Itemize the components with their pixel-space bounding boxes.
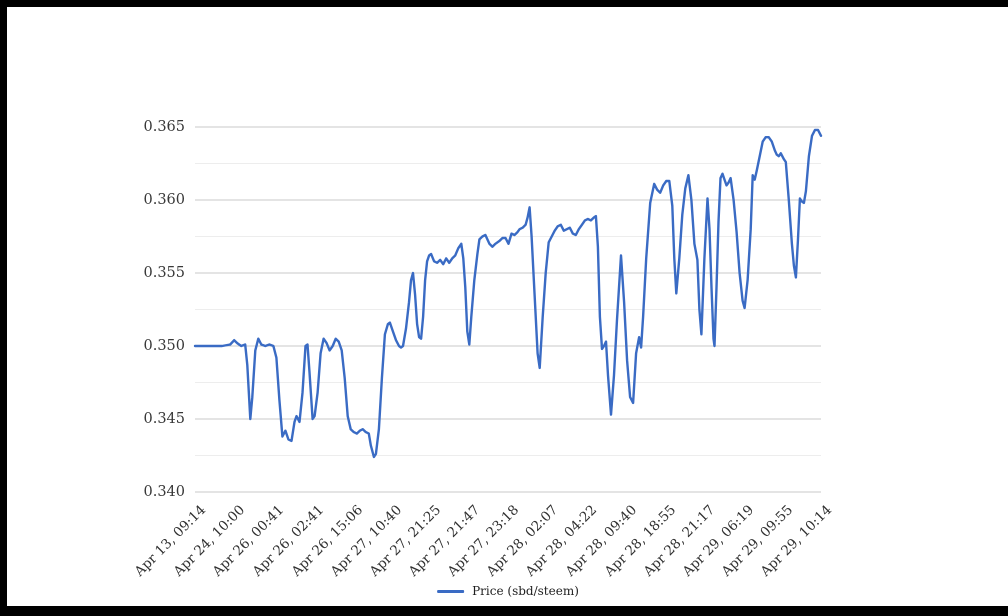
- y-axis-tick-label: 0.345: [143, 411, 185, 427]
- gridlines-minor: [195, 163, 821, 456]
- y-axis-tick-label: 0.350: [143, 338, 185, 354]
- legend-label: Price (sbd/steem): [472, 584, 579, 598]
- price-chart: 0.365 0.360 0.355 0.350 0.345 0.340 Apr 13, 0…: [7, 7, 1008, 606]
- y-axis-tick-label: 0.365: [143, 119, 185, 135]
- chart-plot-area: [193, 126, 823, 493]
- y-axis-tick-label: 0.360: [143, 192, 185, 208]
- price-line-series: [193, 128, 823, 459]
- chart-legend: Price (sbd/steem): [437, 584, 579, 598]
- legend-line-swatch: [437, 589, 465, 593]
- y-axis-tick-label: 0.355: [143, 265, 185, 281]
- y-axis-tick-label: 0.340: [143, 484, 185, 500]
